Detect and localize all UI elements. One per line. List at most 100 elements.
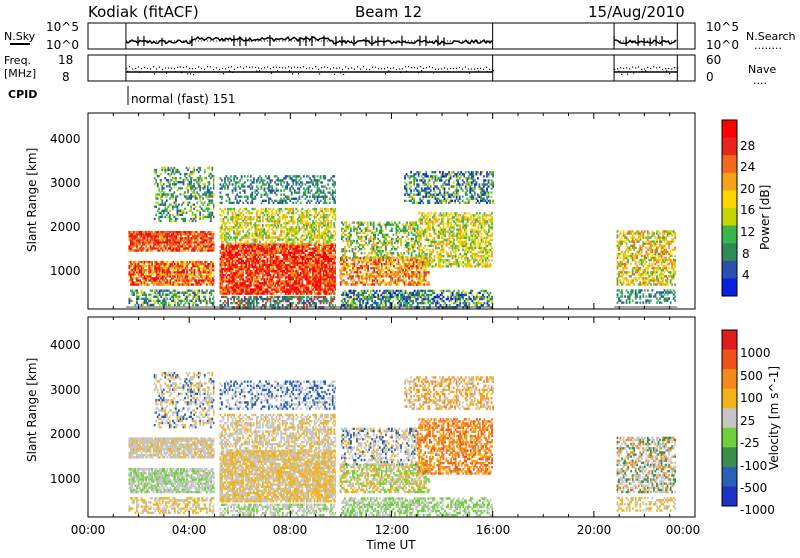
power-cell xyxy=(254,256,256,258)
power-cell xyxy=(247,198,249,200)
freq-label-1: Freq. xyxy=(4,54,31,67)
power-cell xyxy=(311,304,313,306)
power-cell xyxy=(276,212,278,214)
power-cell xyxy=(308,234,310,236)
power-cell xyxy=(236,224,238,226)
power-cell xyxy=(271,228,273,230)
power-cell xyxy=(329,230,331,232)
power-cell xyxy=(282,179,284,181)
power-cell xyxy=(300,185,302,187)
power-cell xyxy=(211,195,213,197)
power-cell xyxy=(210,245,212,247)
power-cell xyxy=(271,185,273,187)
power-cell xyxy=(295,179,297,181)
power-cell xyxy=(286,185,288,187)
power-cell xyxy=(189,167,191,169)
power-cell xyxy=(311,296,313,298)
power-cell xyxy=(180,193,182,195)
power-cell xyxy=(320,290,322,292)
power-cell xyxy=(150,241,152,243)
power-cell xyxy=(250,179,252,181)
power-cell xyxy=(260,210,262,212)
power-cell xyxy=(324,236,326,238)
power-cell xyxy=(194,277,196,279)
power-cell xyxy=(273,202,275,204)
power-cell xyxy=(270,208,272,210)
power-cell xyxy=(288,240,290,242)
power-cell xyxy=(295,198,297,200)
power-cell xyxy=(201,195,203,197)
power-cell xyxy=(204,263,206,265)
power-cell xyxy=(157,277,159,279)
power-cell xyxy=(274,254,276,256)
nave-dot xyxy=(343,74,344,75)
power-cell xyxy=(273,218,275,220)
power-cell xyxy=(244,218,246,220)
nave-dot xyxy=(318,69,319,70)
power-cell xyxy=(320,200,322,202)
power-cell xyxy=(128,302,130,304)
power-cell xyxy=(318,252,320,254)
power-cell xyxy=(268,232,270,234)
power-cell xyxy=(226,276,228,278)
power-cell xyxy=(154,183,156,185)
power-cell xyxy=(308,286,310,288)
power-cell xyxy=(238,202,240,204)
power-cell xyxy=(159,294,161,296)
power-cell xyxy=(315,210,317,212)
power-cell xyxy=(177,298,179,300)
nave-dot xyxy=(492,69,493,70)
power-cell xyxy=(241,196,243,198)
power-cell xyxy=(303,300,305,302)
nave-dot xyxy=(258,67,259,68)
power-cell xyxy=(174,245,176,247)
power-cell xyxy=(180,235,182,237)
power-cell xyxy=(254,222,256,224)
power-cell xyxy=(224,208,226,210)
power-cell xyxy=(298,230,300,232)
power-cell xyxy=(195,214,197,216)
power-cell xyxy=(192,275,194,277)
power-cell xyxy=(165,277,167,279)
power-cell xyxy=(174,269,176,271)
power-cell xyxy=(282,304,284,306)
nave-dot xyxy=(183,67,184,68)
power-cell xyxy=(279,218,281,220)
power-cell xyxy=(147,277,149,279)
power-cell xyxy=(160,281,162,283)
power-cell xyxy=(161,169,163,171)
power-cell xyxy=(187,189,189,191)
power-cell xyxy=(245,256,247,258)
power-cell xyxy=(204,201,206,203)
power-cell xyxy=(295,268,297,270)
power-cell xyxy=(311,214,313,216)
power-cell xyxy=(309,191,311,193)
power-cell xyxy=(204,187,206,189)
power-cell xyxy=(175,220,177,222)
power-cell xyxy=(301,220,303,222)
nave-dot xyxy=(192,68,193,69)
power-cell xyxy=(259,276,261,278)
power-cell xyxy=(144,281,146,283)
power-cell xyxy=(279,236,281,238)
power-cell xyxy=(191,267,193,269)
nave-dot xyxy=(228,67,229,68)
power-cell xyxy=(195,300,197,302)
power-cell xyxy=(333,296,335,298)
power-cell xyxy=(320,175,322,177)
power-cell xyxy=(239,214,241,216)
power-cell xyxy=(247,230,249,232)
nave-dot xyxy=(261,68,262,69)
power-cell xyxy=(193,169,195,171)
power-cell xyxy=(199,187,201,189)
power-cell xyxy=(311,243,313,245)
power-cell xyxy=(192,212,194,214)
power-cell xyxy=(199,167,201,169)
power-cell xyxy=(187,179,189,181)
power-cell xyxy=(226,175,228,177)
power-cell xyxy=(259,240,261,242)
power-cell xyxy=(311,298,313,300)
power-cell xyxy=(142,273,144,275)
power-cell xyxy=(248,262,250,264)
nave-dot xyxy=(135,68,136,69)
